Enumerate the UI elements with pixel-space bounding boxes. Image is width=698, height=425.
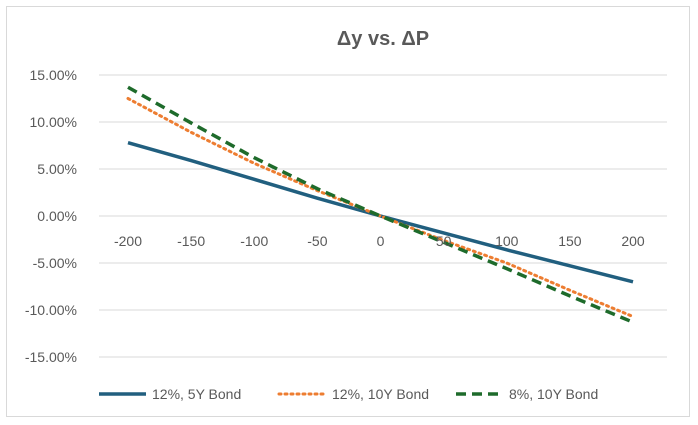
x-tick-label: -200 [114,233,142,249]
legend: 12%, 5Y Bond 12%, 10Y Bond 8%, 10Y Bond [99,386,598,402]
series-3 [127,85,634,324]
y-tick-label: -15.00% [25,349,77,365]
x-tick-label: 0 [377,233,385,249]
line-chart: Δy vs. ΔP 15.00% 10.00% 5.00% 0.00% -5.00% -1… [25,28,667,402]
x-tick-label: -100 [240,233,268,249]
legend-item: 12%, 10Y Bond [277,386,429,402]
y-tick-label: 5.00% [37,161,77,177]
series-1 [127,140,634,284]
x-tick-label: 100 [495,233,519,249]
x-tick-label: 200 [621,233,645,249]
series-line [127,140,634,284]
legend-label: 12%, 5Y Bond [152,386,241,402]
x-tick-label: -150 [177,233,205,249]
series-2 [126,97,635,319]
legend-item: 12%, 5Y Bond [99,386,241,402]
series-line [127,85,634,324]
series-line [126,97,635,319]
y-axis-tick-labels: 15.00% 10.00% 5.00% 0.00% -5.00% -10.00% -15.0… [25,67,77,365]
x-tick-label: 50 [436,233,452,249]
legend-label: 8%, 10Y Bond [509,386,598,402]
y-tick-label: 15.00% [30,67,77,83]
legend-item: 8%, 10Y Bond [456,386,598,402]
y-tick-label: 10.00% [30,114,77,130]
chart-title: Δy vs. ΔP [337,28,429,50]
chart-frame: Δy vs. ΔP 15.00% 10.00% 5.00% 0.00% -5.00% -1… [6,6,690,417]
x-axis-tick-labels: -200 -150 -100 -50 0 50 100 150 200 [114,233,645,249]
y-tick-label: -10.00% [25,302,77,318]
y-tick-label: -5.00% [33,255,77,271]
x-tick-label: -50 [307,233,327,249]
series-lines [126,85,635,324]
y-tick-label: 0.00% [37,208,77,224]
gridlines [99,74,667,358]
legend-label: 12%, 10Y Bond [332,386,429,402]
x-tick-label: 150 [558,233,582,249]
